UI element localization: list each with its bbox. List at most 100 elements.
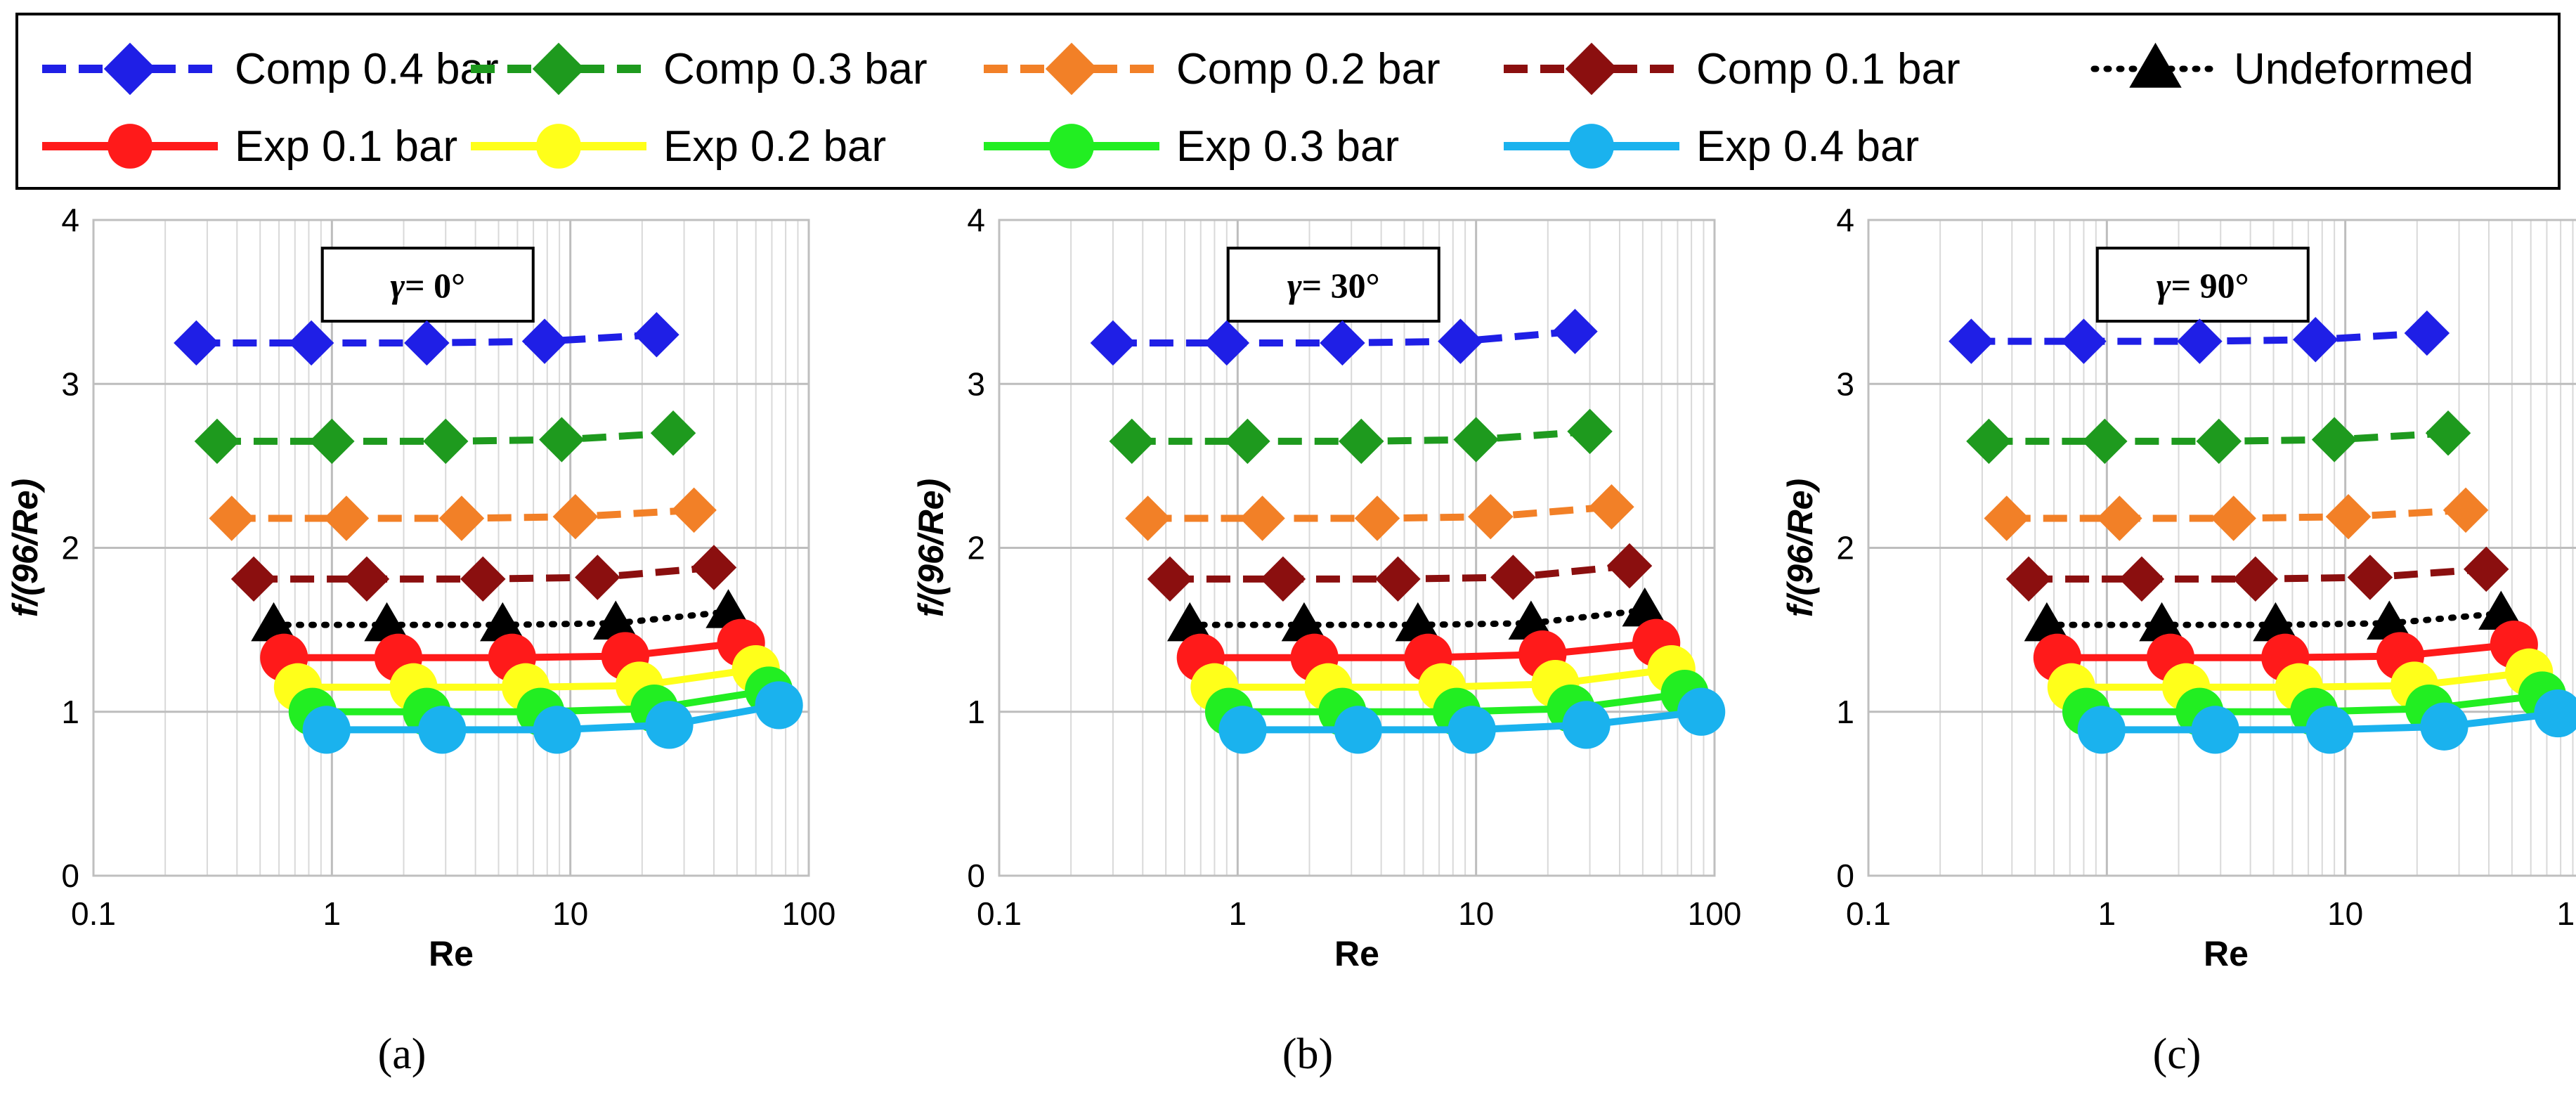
data-point bbox=[2311, 417, 2357, 462]
y-tick-label: 2 bbox=[967, 530, 985, 566]
data-point bbox=[2534, 689, 2576, 738]
legend-swatch-circle-marker bbox=[536, 124, 581, 169]
y-tick-label: 1 bbox=[967, 694, 985, 730]
data-point bbox=[1468, 493, 1514, 540]
annotation-text: γ= 0° bbox=[390, 266, 465, 305]
y-tick-label: 2 bbox=[61, 530, 79, 566]
chart-panel-c: 0 1 2 3 4 0.1 1 10 100 Re f/(96/Re) γ= 90° (c) bbox=[1781, 202, 2576, 1078]
data-point bbox=[323, 495, 370, 541]
series-comp-0-2-bar bbox=[209, 487, 717, 541]
legend-item-exp-0-3-bar: Exp 0.3 bar bbox=[984, 122, 1399, 171]
legend-swatch-diamond-marker bbox=[103, 42, 157, 96]
series-comp-0-3-bar bbox=[1109, 408, 1613, 465]
data-point bbox=[2024, 602, 2070, 642]
legend-swatch-circle-marker bbox=[108, 124, 152, 169]
chart-panel-a: 0 1 2 3 4 0.1 1 10 100 Re f/(96/Re) γ= 0° (a) bbox=[6, 202, 835, 1078]
data-point bbox=[288, 320, 334, 366]
data-point bbox=[174, 320, 219, 366]
data-point bbox=[539, 417, 585, 462]
legend-items: Comp 0.4 bar Comp 0.3 bar Comp 0.2 bar Comp… bbox=[42, 42, 2473, 171]
x-axis-label: Re bbox=[1334, 934, 1379, 973]
x-tick-label: 0.1 bbox=[71, 895, 116, 932]
y-tick-label: 1 bbox=[61, 694, 79, 730]
data-point bbox=[418, 706, 467, 754]
data-point bbox=[2367, 600, 2412, 640]
data-point bbox=[1562, 701, 1611, 749]
x-tick-label: 10 bbox=[2327, 895, 2363, 932]
legend-swatch-diamond-marker bbox=[532, 42, 585, 96]
grid bbox=[1867, 219, 2576, 877]
legend-item-exp-0-2-bar: Exp 0.2 bar bbox=[471, 122, 886, 171]
data-point bbox=[634, 312, 679, 358]
data-point bbox=[1677, 687, 1726, 736]
series-comp-0-2-bar bbox=[1125, 484, 1634, 541]
legend-label: Exp 0.4 bar bbox=[1696, 122, 1919, 171]
data-point bbox=[1334, 706, 1382, 754]
data-point bbox=[691, 545, 737, 590]
data-point bbox=[575, 555, 620, 600]
data-point bbox=[2196, 418, 2242, 465]
x-tick-label: 1 bbox=[1229, 895, 1247, 932]
series-undeformed bbox=[2024, 590, 2524, 642]
legend-item-comp-0-3-bar: Comp 0.3 bar bbox=[471, 42, 928, 96]
y-tick-label: 0 bbox=[1836, 857, 1854, 894]
series-comp-0-1-bar bbox=[1147, 543, 1653, 602]
legend-label: Exp 0.3 bar bbox=[1176, 122, 1399, 171]
data-point bbox=[1225, 418, 1270, 465]
data-point bbox=[1339, 418, 1384, 465]
data-point bbox=[344, 556, 390, 602]
data-point bbox=[1090, 320, 1136, 366]
plot-area bbox=[1867, 219, 2576, 877]
legend-label: Undeformed bbox=[2234, 45, 2473, 93]
data-point bbox=[1490, 555, 1536, 600]
legend-swatch-diamond-marker bbox=[1565, 42, 1618, 96]
data-point bbox=[251, 602, 297, 642]
series-exp-0-1-bar bbox=[1176, 618, 1681, 682]
legend-label: Comp 0.4 bar bbox=[235, 45, 499, 93]
series-comp-0-4-bar bbox=[1949, 310, 2450, 364]
series-exp-0-4-bar bbox=[2077, 689, 2576, 754]
data-point bbox=[1552, 309, 1598, 354]
data-point bbox=[650, 410, 696, 456]
data-point bbox=[671, 487, 717, 533]
y-tick-label: 3 bbox=[61, 365, 79, 402]
y-tick-label: 2 bbox=[1836, 530, 1854, 566]
series-comp-0-4-bar bbox=[174, 312, 679, 366]
gamma-annotation: γ= 0° bbox=[320, 247, 535, 323]
data-point bbox=[302, 706, 351, 754]
x-axis-label: Re bbox=[429, 934, 474, 973]
data-point bbox=[209, 495, 254, 541]
x-axis-label: Re bbox=[2204, 934, 2249, 973]
data-point bbox=[1438, 318, 1483, 364]
data-point bbox=[1589, 484, 1634, 530]
data-point bbox=[1949, 318, 1994, 364]
data-point bbox=[1147, 556, 1193, 602]
series-exp-0-1-bar bbox=[260, 618, 765, 682]
y-axis-label: f/(96/Re) bbox=[6, 479, 45, 617]
y-tick-label: 3 bbox=[967, 365, 985, 402]
data-point bbox=[2404, 310, 2450, 356]
data-point bbox=[645, 701, 694, 749]
data-point bbox=[2077, 706, 2126, 754]
x-tick-label: 0.1 bbox=[1846, 895, 1891, 932]
gamma-annotation: γ= 30° bbox=[1226, 247, 1440, 323]
data-point bbox=[2478, 590, 2524, 630]
data-point bbox=[2293, 317, 2338, 363]
data-point bbox=[2253, 602, 2298, 642]
panel-caption: (c) bbox=[2153, 1030, 2201, 1078]
data-point bbox=[1606, 543, 1653, 589]
y-axis-label: f/(96/Re) bbox=[1781, 479, 1820, 617]
series-exp-0-4-bar bbox=[1218, 687, 1726, 754]
series-undeformed bbox=[1167, 587, 1668, 642]
data-point bbox=[1240, 495, 1285, 541]
data-point bbox=[1567, 408, 1613, 455]
legend-label: Comp 0.3 bar bbox=[663, 45, 928, 93]
data-point bbox=[2232, 556, 2279, 602]
gamma-annotation: γ= 90° bbox=[2095, 247, 2310, 323]
data-point bbox=[1281, 602, 1327, 642]
annotation-text: γ= 90° bbox=[2157, 266, 2249, 305]
data-point bbox=[521, 318, 568, 364]
legend-item-exp-0-4-bar: Exp 0.4 bar bbox=[1504, 122, 1919, 171]
data-point bbox=[422, 418, 469, 465]
